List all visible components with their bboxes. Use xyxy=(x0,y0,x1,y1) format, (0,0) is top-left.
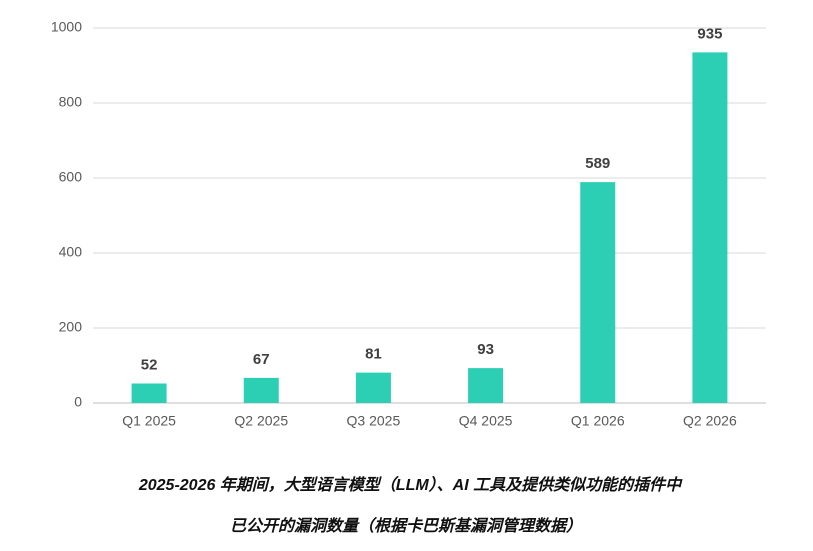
x-tick-label: Q3 2025 xyxy=(347,413,401,429)
data-label: 52 xyxy=(141,356,158,373)
bar xyxy=(243,377,279,403)
data-label: 81 xyxy=(365,346,382,363)
caption-line: 2025-2026 年期间，大型语言模型（LLM）、AI 工具及提供类似功能的插… xyxy=(138,475,683,494)
y-tick-label: 1000 xyxy=(51,19,82,35)
caption-line: 已公开的漏洞数量（根据卡巴斯基漏洞管理数据） xyxy=(230,516,582,535)
x-tick-label: Q4 2025 xyxy=(459,413,513,429)
bar xyxy=(131,383,167,403)
x-tick-label: Q1 2026 xyxy=(571,413,625,429)
y-tick-label: 800 xyxy=(59,94,83,110)
bar xyxy=(468,368,504,403)
data-label: 67 xyxy=(253,351,270,368)
data-label: 935 xyxy=(697,25,722,42)
y-tick-label: 0 xyxy=(74,394,82,410)
data-label: 589 xyxy=(585,155,610,172)
y-tick-label: 600 xyxy=(59,169,83,185)
data-label: 93 xyxy=(477,341,494,358)
bar xyxy=(580,182,616,403)
x-tick-label: Q2 2025 xyxy=(234,413,288,429)
x-tick-label: Q2 2026 xyxy=(683,413,737,429)
x-tick-label: Q1 2025 xyxy=(122,413,176,429)
y-tick-label: 400 xyxy=(59,244,83,260)
bar xyxy=(355,372,391,403)
y-tick-label: 200 xyxy=(59,319,83,335)
bar xyxy=(692,52,728,403)
